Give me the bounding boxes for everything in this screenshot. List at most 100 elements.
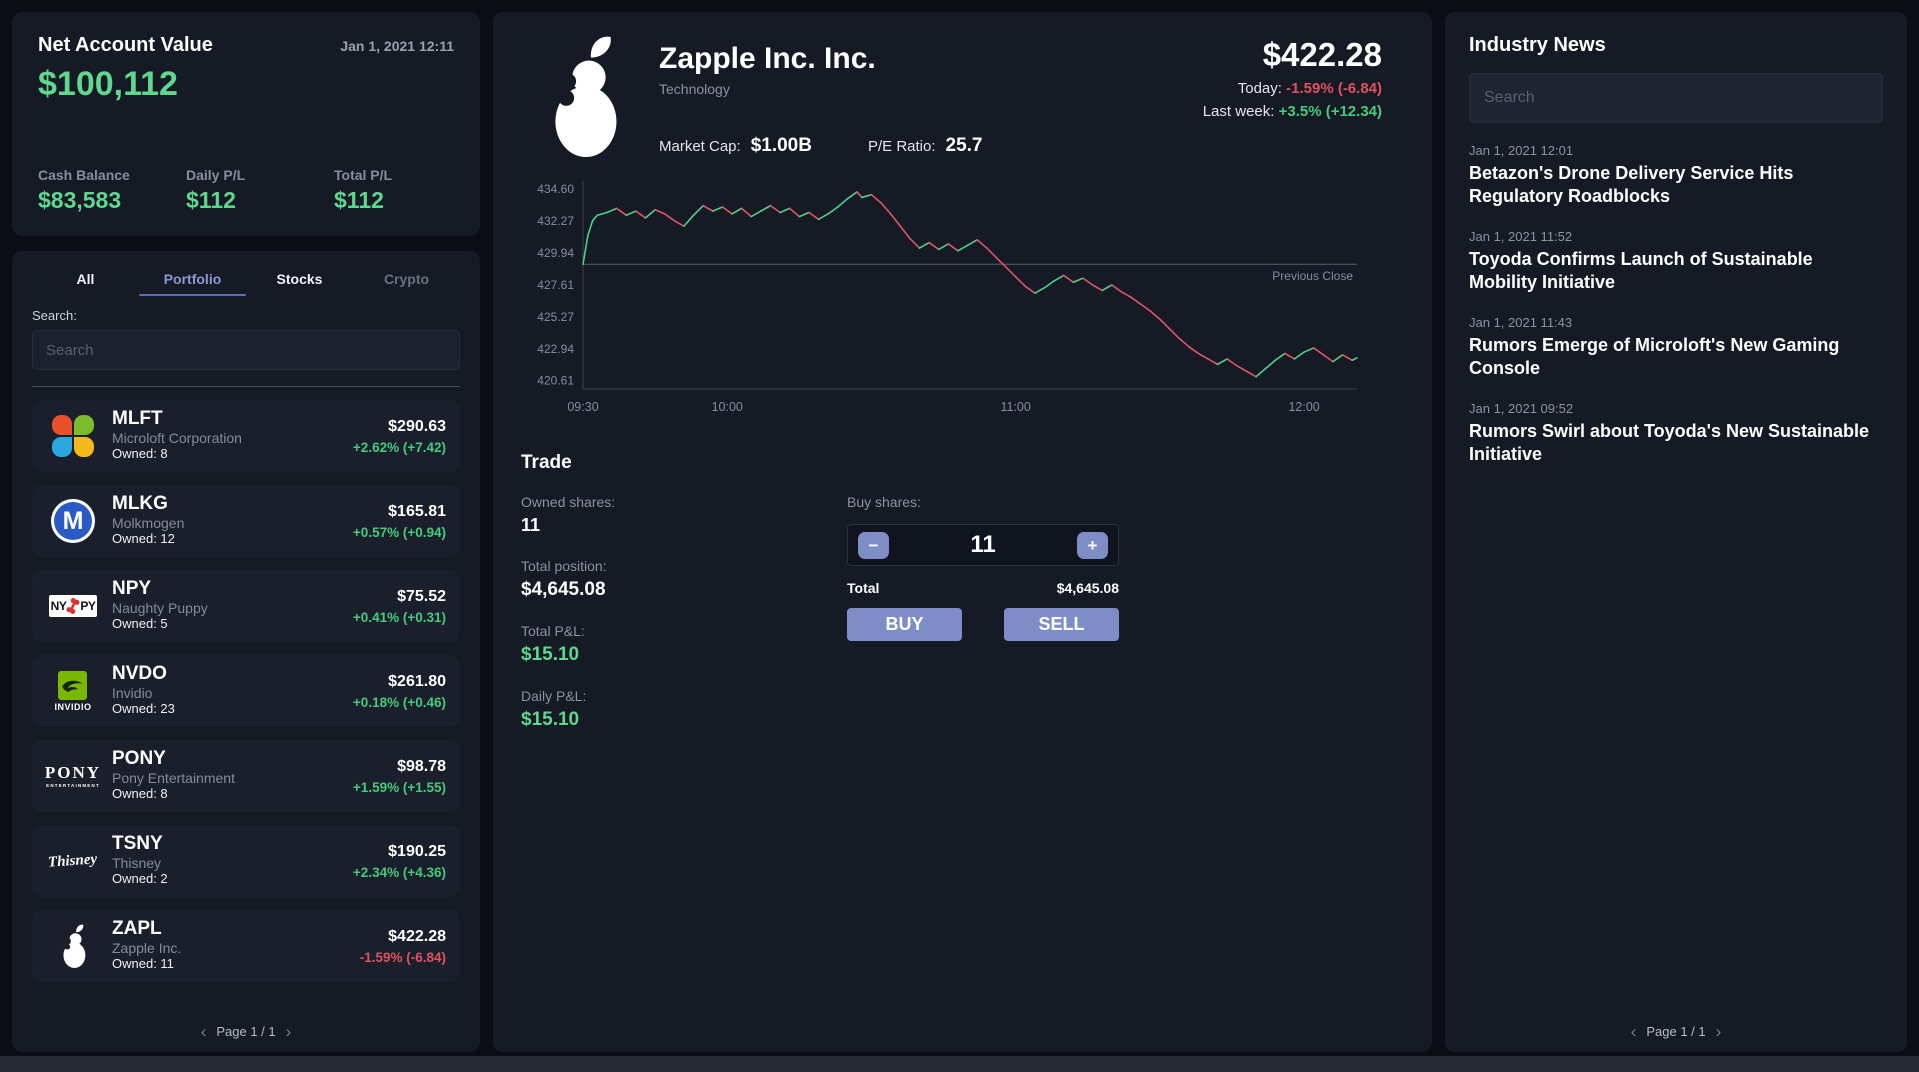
- stock-row-pony[interactable]: PONY ENTERTAINMENT PONY Pony Entertainment O…: [32, 740, 460, 812]
- industry-news-panel: Industry News Jan 1, 2021 12:01 Betazon's…: [1445, 12, 1907, 1052]
- stock-change: +1.59% (+1.55): [352, 779, 446, 795]
- total-position-label: Total position:: [521, 558, 607, 574]
- news-item[interactable]: Jan 1, 2021 09:52 Rumors Swirl about Toyo…: [1469, 401, 1883, 465]
- next-page-icon[interactable]: ›: [1715, 1022, 1722, 1041]
- stock-price: $190.25: [388, 842, 446, 860]
- tab-crypto-label: Crypto: [383, 271, 430, 287]
- stock-change: -1.59% (-6.84): [359, 949, 446, 965]
- zapple-pear-logo-icon: [535, 32, 631, 165]
- stock-owned: Owned: 8: [112, 786, 168, 802]
- stock-company: Invidio: [112, 685, 153, 702]
- stock-row-mlft[interactable]: MLFT Microloft Corporation Owned: 8 $290.63…: [32, 400, 460, 472]
- cash-balance-label: Cash Balance: [38, 167, 130, 183]
- news-headline: Rumors Swirl about Toyoda's New Sustaina…: [1469, 421, 1870, 464]
- today-label: Today:: [1237, 80, 1287, 97]
- stock-row-npy[interactable]: NY PY NPY Naughty Puppy Owned: 5 $75.52 +0.41%…: [32, 570, 460, 642]
- tab-all[interactable]: All: [32, 271, 139, 296]
- market-cap-label: Market Cap:: [659, 138, 741, 155]
- stock-price: $261.80: [388, 672, 446, 690]
- svg-text:427.61: 427.61: [537, 278, 574, 292]
- news-timestamp: Jan 1, 2021 11:52: [1469, 229, 1573, 244]
- news-search-input[interactable]: [1469, 73, 1883, 123]
- stock-company: Molkmogen: [112, 515, 185, 532]
- stock-price: $290.63: [388, 417, 446, 435]
- stock-owned: Owned: 23: [112, 701, 175, 717]
- week-change-line: Last week: +3.5% (+12.34): [1203, 103, 1382, 120]
- news-item[interactable]: Jan 1, 2021 11:43 Rumors Emerge of Microl…: [1469, 315, 1883, 379]
- quantity-value[interactable]: 11: [970, 531, 996, 558]
- prev-page-icon[interactable]: ‹: [1630, 1022, 1637, 1041]
- news-timestamp: Jan 1, 2021 09:52: [1469, 401, 1574, 416]
- stock-company: Zapple Inc.: [112, 940, 182, 957]
- account-timestamp: Jan 1, 2021 12:11: [340, 38, 454, 54]
- news-item[interactable]: Jan 1, 2021 12:01 Betazon's Drone Deliver…: [1469, 143, 1883, 207]
- tab-crypto[interactable]: Crypto: [353, 271, 460, 296]
- daily-pnl-value: $15.10: [521, 709, 580, 730]
- tab-stocks[interactable]: Stocks: [246, 271, 353, 296]
- next-page-icon[interactable]: ›: [285, 1022, 292, 1041]
- buy-shares-label: Buy shares:: [847, 494, 921, 510]
- sell-button[interactable]: SELL: [1004, 608, 1119, 641]
- stock-change: +2.62% (+7.42): [352, 439, 446, 455]
- order-total-value: $4,645.08: [1056, 580, 1119, 596]
- daily-pl-stat: Daily P/L $112: [186, 167, 334, 214]
- stock-price: $75.52: [397, 587, 446, 605]
- stock-row-nvdo[interactable]: INVIDIO NVDO Invidio Owned: 23 $261.80 +0.18%…: [32, 655, 460, 727]
- stock-company: Naughty Puppy: [112, 600, 208, 617]
- tab-stocks-label: Stocks: [276, 271, 323, 287]
- stock-ticker: NVDO: [112, 663, 167, 685]
- net-account-value-label: Net Account Value: [38, 34, 213, 56]
- company-title: Zapple Inc. Inc.: [659, 42, 876, 75]
- news-item[interactable]: Jan 1, 2021 11:52 Toyoda Confirms Launch …: [1469, 229, 1883, 293]
- nvdo-logo-icon: INVIDIO: [46, 670, 100, 712]
- stock-owned: Owned: 12: [112, 531, 175, 547]
- stock-company: Thisney: [112, 855, 162, 872]
- tab-all-label: All: [76, 271, 95, 287]
- tab-portfolio-label: Portfolio: [163, 271, 222, 287]
- account-summary-card: Net Account Value Jan 1, 2021 12:11 $100…: [12, 12, 480, 236]
- total-pl-value: $112: [334, 187, 384, 213]
- news-headline: Betazon's Drone Delivery Service Hits Re…: [1469, 163, 1794, 206]
- portfolio-pagination: ‹ Page 1 / 1 ›: [12, 1011, 480, 1040]
- window-bottom-strip: [0, 1056, 1919, 1072]
- mlft-logo-icon: [46, 415, 100, 457]
- tab-portfolio[interactable]: Portfolio: [139, 271, 246, 296]
- npy-logo-icon: NY PY: [46, 595, 100, 617]
- portfolio-search-input[interactable]: [32, 330, 460, 370]
- prev-page-icon[interactable]: ‹: [200, 1022, 207, 1041]
- week-label: Last week:: [1202, 103, 1279, 120]
- decrease-quantity-button[interactable]: −: [858, 531, 889, 559]
- news-headline: Rumors Emerge of Microloft's New Gaming …: [1469, 335, 1840, 378]
- svg-text:429.94: 429.94: [537, 246, 574, 260]
- portfolio-card: All Portfolio Stocks Crypto Search: MLFT…: [12, 251, 480, 1052]
- news-timestamp: Jan 1, 2021 11:43: [1469, 315, 1573, 330]
- stock-change: +0.57% (+0.94): [352, 524, 446, 540]
- owned-shares-value: 11: [521, 515, 541, 535]
- svg-text:11:00: 11:00: [1000, 400, 1030, 414]
- svg-text:10:00: 10:00: [712, 400, 743, 414]
- price-block: $422.28 Today: -1.59% (-6.84) Last week:…: [1203, 32, 1408, 120]
- search-label: Search:: [32, 308, 77, 323]
- svg-text:420.61: 420.61: [537, 374, 574, 388]
- stock-row-tsny[interactable]: Thisney TSNY Thisney Owned: 2 $190.25 +2.34% …: [32, 825, 460, 897]
- price-chart-svg: 434.60 432.27 429.94 427.61 425.27 422.94 420.…: [537, 181, 1358, 414]
- buy-button[interactable]: BUY: [847, 608, 962, 641]
- svg-text:432.27: 432.27: [537, 214, 574, 228]
- cash-balance-stat: Cash Balance $83,583: [38, 167, 186, 214]
- stock-ticker: MLKG: [112, 493, 168, 515]
- pe-ratio-label: P/E Ratio:: [867, 138, 936, 155]
- news-timestamp: Jan 1, 2021 12:01: [1469, 143, 1574, 158]
- news-list: Jan 1, 2021 12:01 Betazon's Drone Deliver…: [1469, 143, 1883, 487]
- stock-owned: Owned: 8: [112, 446, 168, 462]
- portfolio-tabs: All Portfolio Stocks Crypto: [32, 271, 460, 296]
- daily-pl-label: Daily P/L: [186, 167, 246, 183]
- stock-row-zapl[interactable]: ZAPL Zapple Inc. Owned: 11 $422.28 -1.59% (-…: [32, 910, 460, 982]
- metrics-row: Market Cap: $1.00B P/E Ratio: 25.7: [659, 135, 983, 157]
- svg-text:Previous Close: Previous Close: [1272, 269, 1353, 283]
- stock-ticker: ZAPL: [112, 918, 162, 940]
- increase-quantity-button[interactable]: +: [1077, 531, 1108, 559]
- stock-row-mlkg[interactable]: M MLKG Molkmogen Owned: 12 $165.81 +0.57% (+0…: [32, 485, 460, 557]
- stock-ticker: MLFT: [112, 408, 163, 430]
- stock-company: Pony Entertainment: [112, 770, 235, 787]
